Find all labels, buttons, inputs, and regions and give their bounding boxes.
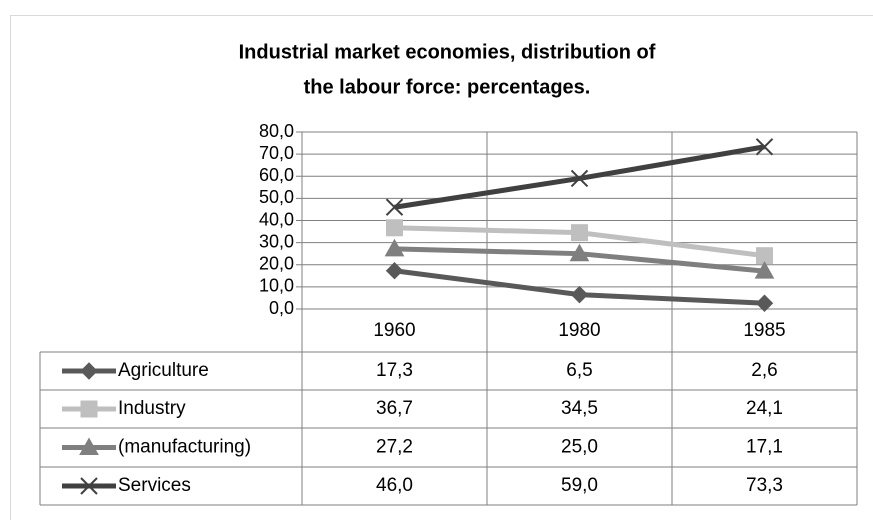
marker <box>386 219 403 237</box>
table-cell: 59,0 <box>561 475 598 496</box>
x-tick-label: 1980 <box>558 320 600 341</box>
marker <box>80 477 98 495</box>
table-cell: 24,1 <box>746 398 783 419</box>
y-tick-label: 0,0 <box>269 298 294 318</box>
legend-label: (manufacturing) <box>118 437 251 458</box>
marker <box>385 198 404 216</box>
y-tick-label: 40,0 <box>259 209 294 229</box>
y-tick-label: 10,0 <box>259 276 294 296</box>
table-cell: 73,3 <box>746 475 783 496</box>
y-tick-label: 60,0 <box>259 165 294 185</box>
marker <box>754 261 775 279</box>
table-cell: 17,3 <box>376 360 413 381</box>
table-cell: 2,6 <box>751 360 777 381</box>
legend-label: Agriculture <box>118 360 209 381</box>
table-cell: 34,5 <box>561 398 598 419</box>
table-cell: 36,7 <box>376 398 413 419</box>
marker <box>755 138 774 156</box>
chart-title-line: the labour force: percentages. <box>304 76 591 98</box>
x-tick-label: 1960 <box>373 320 415 341</box>
marker <box>79 437 99 455</box>
table-cell: 6,5 <box>566 360 592 381</box>
legend-label: Industry <box>118 398 186 419</box>
y-tick-label: 70,0 <box>259 143 294 163</box>
table-cell: 27,2 <box>376 437 413 458</box>
marker <box>570 285 589 304</box>
y-tick-label: 30,0 <box>259 231 294 251</box>
legend-label: Services <box>118 475 191 496</box>
table-cell: 17,1 <box>746 437 783 458</box>
marker <box>384 238 405 257</box>
table-cell: 46,0 <box>376 475 413 496</box>
marker <box>755 294 774 312</box>
y-tick-label: 20,0 <box>259 254 294 274</box>
marker <box>571 224 588 242</box>
chart-title-line: Industrial market economies, distributio… <box>239 41 656 63</box>
marker <box>385 262 404 280</box>
table-cell: 25,0 <box>561 437 598 458</box>
y-tick-label: 80,0 <box>259 121 294 141</box>
marker <box>569 243 590 262</box>
marker <box>570 169 589 188</box>
x-tick-label: 1985 <box>743 320 785 341</box>
y-tick-label: 50,0 <box>259 187 294 207</box>
marker <box>80 400 98 418</box>
marker <box>80 362 98 380</box>
